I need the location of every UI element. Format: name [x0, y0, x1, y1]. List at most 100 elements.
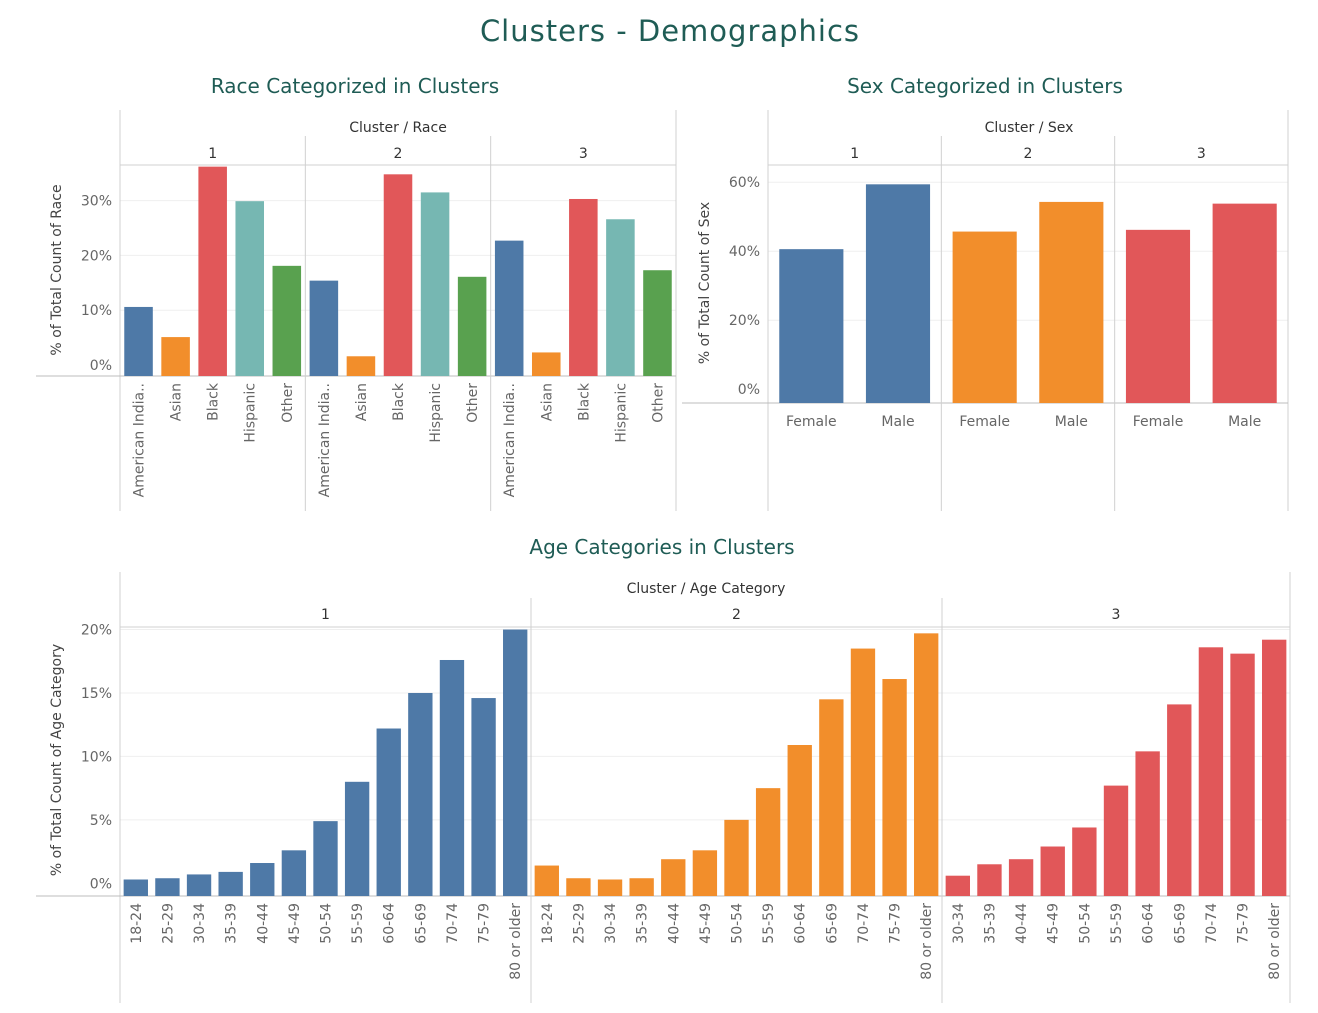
age-x-tick-label: 80 or older — [919, 903, 935, 980]
age-bar — [724, 819, 749, 896]
race-x-tick-label: Asian — [354, 383, 370, 421]
sex-x-tick-label: Male — [1055, 414, 1088, 430]
race-bar — [198, 166, 227, 376]
race-bar — [494, 240, 524, 376]
age-bar — [123, 879, 148, 896]
age-x-tick-label: 35-39 — [982, 903, 998, 944]
race-bar — [124, 306, 153, 376]
sex-panel-header: 3 — [1197, 146, 1206, 162]
age-x-tick-label: 70-74 — [1204, 903, 1220, 944]
sex-y-tick-label: 20% — [729, 313, 760, 329]
race-y-tick-label: 30% — [81, 194, 112, 210]
age-x-tick-label: 55-59 — [350, 903, 366, 944]
race-x-tick-label: American India.. — [317, 383, 333, 497]
age-x-tick-label: 80 or older — [508, 903, 524, 980]
age-x-tick-label: 18-24 — [129, 903, 145, 944]
age-x-tick-label: 60-64 — [1141, 903, 1157, 944]
race-y-axis-label: % of Total Count of Race — [49, 184, 65, 355]
race-x-tick-label: Hispanic — [243, 383, 259, 443]
race-bar — [569, 198, 598, 376]
race-bar — [309, 280, 339, 376]
age-x-tick-label: 75-79 — [1236, 903, 1252, 944]
age-x-tick-label: 35-39 — [224, 903, 240, 944]
age-x-tick-label: 55-59 — [1109, 903, 1125, 944]
age-x-tick-label: 65-69 — [413, 903, 429, 944]
age-bar — [977, 864, 1002, 896]
dashboard-title: Clusters - Demographics — [480, 14, 860, 48]
race-bar — [606, 219, 635, 376]
age-y-axis-label: % of Total Count of Age Category — [49, 644, 65, 876]
age-x-tick-label: 65-69 — [1172, 903, 1188, 944]
age-bar — [439, 659, 465, 896]
race-panel-header: 2 — [394, 146, 403, 162]
sex-bar — [952, 231, 1017, 403]
age-bar — [1040, 846, 1065, 896]
race-bar — [531, 352, 561, 376]
age-bar — [1198, 647, 1224, 896]
age-bar — [692, 850, 718, 896]
race-bar — [457, 276, 487, 376]
race-x-tick-label: Hispanic — [428, 383, 444, 443]
race-bar — [161, 337, 190, 376]
sex-chart: Sex Categorized in Clusters Cluster / Se… — [682, 74, 1289, 511]
age-bar — [534, 865, 559, 896]
age-panel-header: 2 — [732, 607, 741, 623]
age-x-tick-label: 30-34 — [192, 903, 208, 944]
race-x-tick-label: American India.. — [132, 383, 148, 497]
sex-bar — [1212, 203, 1277, 403]
age-y-tick-label: 10% — [81, 749, 112, 765]
age-bar — [1167, 704, 1192, 896]
race-x-tick-label: Asian — [539, 383, 555, 421]
race-chart-body: 0% 10% 20% 30% 1 American India.. Asian Black Hi… — [36, 110, 677, 511]
sex-panel-header: 2 — [1024, 146, 1033, 162]
age-y-tick-label: 15% — [81, 686, 112, 702]
age-panel-header: 1 — [321, 607, 330, 623]
race-x-tick-label: American India.. — [502, 383, 518, 497]
age-bar — [1230, 653, 1255, 896]
age-x-tick-label: 75-79 — [888, 903, 904, 944]
age-panel-header: 3 — [1112, 607, 1121, 623]
age-bar — [819, 699, 844, 896]
age-x-tick-label: 45-49 — [1046, 903, 1062, 944]
age-bar — [376, 728, 401, 896]
race-panel-header: 1 — [208, 146, 217, 162]
age-x-tick-label: 50-54 — [1077, 903, 1093, 944]
race-column-header: Cluster / Race — [349, 120, 447, 136]
age-bar — [850, 648, 876, 896]
age-x-tick-label: 30-34 — [951, 903, 967, 944]
age-y-tick-label: 5% — [90, 813, 112, 829]
sex-x-tick-label: Female — [959, 414, 1010, 430]
sex-x-tick-label: Male — [881, 414, 914, 430]
age-bar — [1135, 751, 1160, 896]
age-x-tick-label: 45-49 — [287, 903, 303, 944]
sex-y-tick-label: 40% — [729, 244, 760, 260]
age-chart: Age Categories in Clusters Cluster / Age… — [36, 535, 1291, 1003]
race-y-tick-label: 20% — [81, 248, 112, 264]
age-x-tick-label: 35-39 — [635, 903, 651, 944]
age-bar — [313, 821, 338, 896]
age-x-tick-label: 70-74 — [856, 903, 872, 944]
race-bar — [420, 192, 450, 376]
sex-bar — [1125, 229, 1191, 403]
sex-bar — [779, 249, 844, 403]
age-bar — [787, 745, 812, 896]
race-x-tick-label: Other — [650, 383, 666, 423]
age-bar — [629, 878, 654, 896]
age-x-tick-label: 55-59 — [761, 903, 777, 944]
sex-bar — [1039, 201, 1104, 403]
age-bar — [1072, 827, 1097, 896]
race-x-tick-label: Asian — [169, 383, 185, 421]
age-bar — [155, 878, 180, 896]
age-bar — [1103, 785, 1129, 896]
age-bar — [661, 859, 686, 896]
age-bar — [914, 633, 939, 896]
age-x-tick-label: 40-44 — [1014, 903, 1030, 944]
race-x-tick-label: Hispanic — [613, 383, 629, 443]
age-x-tick-label: 25-29 — [571, 903, 587, 944]
age-x-tick-label: 65-69 — [824, 903, 840, 944]
race-x-tick-label: Black — [206, 382, 222, 421]
race-bar — [235, 201, 265, 376]
race-panel-header: 3 — [579, 146, 588, 162]
race-bar — [346, 356, 376, 376]
